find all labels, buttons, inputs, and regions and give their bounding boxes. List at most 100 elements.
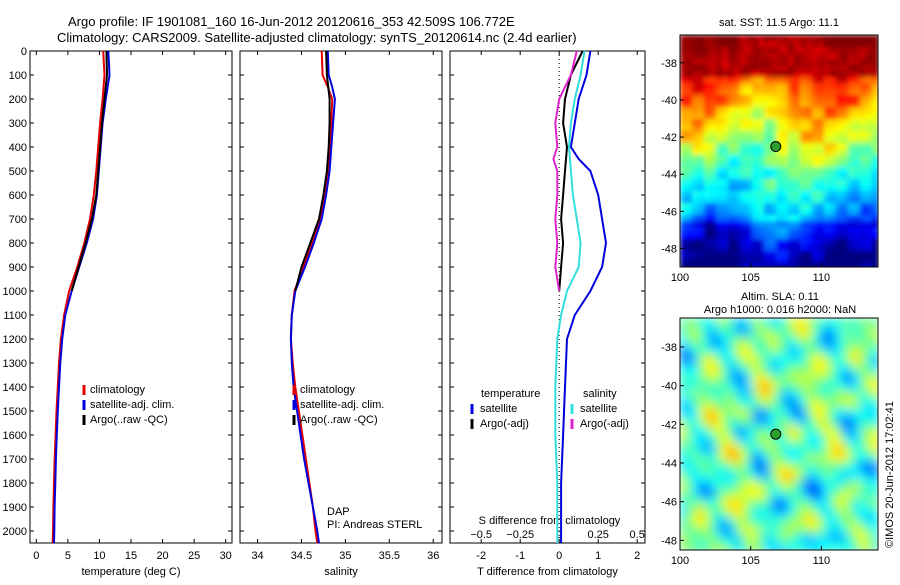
sst-cell: [752, 131, 759, 138]
sla-cell: [854, 546, 861, 550]
sla-cell: [740, 504, 747, 511]
sla-cell: [782, 372, 789, 379]
sla-cell: [770, 420, 777, 427]
sla-cell: [686, 450, 693, 457]
sst-cell: [782, 143, 789, 150]
sst-cell: [776, 209, 783, 216]
difference-xlabel: T difference from climatology: [477, 566, 618, 578]
sst-cell: [806, 131, 813, 138]
sst-cell: [860, 245, 867, 252]
sla-cell: [782, 450, 789, 457]
sst-cell: [728, 131, 735, 138]
sst-cell: [806, 113, 813, 120]
sst-cell: [872, 125, 878, 132]
sst-cell: [740, 179, 747, 186]
sla-cell: [686, 420, 693, 427]
sla-cell: [704, 522, 711, 529]
sst-cell: [722, 89, 729, 96]
sla-cell: [722, 528, 729, 535]
sst-cell: [782, 41, 789, 48]
sst-cell: [770, 233, 777, 240]
sla-cell: [752, 438, 759, 445]
sla-cell: [746, 390, 753, 397]
sla-cell: [788, 438, 795, 445]
sla-cell: [698, 360, 705, 367]
sla-cell: [752, 492, 759, 499]
sla-cell: [806, 342, 813, 349]
sst-cell: [866, 71, 873, 78]
sla-cell: [698, 504, 705, 511]
sla-cell: [740, 330, 747, 337]
sst-cell: [704, 41, 711, 48]
sla-cell: [692, 318, 699, 325]
sla-cell: [776, 366, 783, 373]
sla-cell: [680, 330, 687, 337]
sla-cell: [704, 378, 711, 385]
sst-cell: [830, 77, 837, 84]
sst-cell: [680, 233, 687, 240]
sst-cell: [854, 47, 861, 54]
sst-cell: [740, 131, 747, 138]
sst-cell: [776, 131, 783, 138]
sla-cell: [680, 354, 687, 361]
sst-cell: [728, 83, 735, 90]
sst-cell: [680, 173, 687, 180]
sst-cell: [764, 227, 771, 234]
sla-cell: [698, 480, 705, 487]
sla-cell: [686, 372, 693, 379]
sla-cell: [812, 438, 819, 445]
sla-cell: [788, 378, 795, 385]
sst-cell: [842, 149, 849, 156]
sla-cell: [734, 348, 741, 355]
sst-cell: [752, 125, 759, 132]
sla-cell: [818, 528, 825, 535]
sla-cell: [680, 372, 687, 379]
sla-cell: [716, 456, 723, 463]
sst-cell: [764, 47, 771, 54]
sst-cell: [752, 47, 759, 54]
sst-cell: [710, 143, 717, 150]
sla-cell: [830, 396, 837, 403]
sst-cell: [830, 101, 837, 108]
sst-cell: [836, 251, 843, 258]
sla-cell: [704, 408, 711, 415]
sst-cell: [836, 203, 843, 210]
sla-cell: [746, 408, 753, 415]
sla-cell: [788, 546, 795, 550]
sla-cell: [812, 510, 819, 517]
sla-cell: [830, 318, 837, 325]
sla-cell: [692, 474, 699, 481]
sla-cell: [836, 336, 843, 343]
sst-cell: [770, 167, 777, 174]
sst-cell: [734, 209, 741, 216]
sla-cell: [770, 498, 777, 505]
sla-cell: [764, 372, 771, 379]
sla-cell: [866, 492, 873, 499]
sla-cell: [788, 360, 795, 367]
sst-cell: [836, 131, 843, 138]
sla-cell: [722, 456, 729, 463]
sst-cell: [698, 89, 705, 96]
sla-cell: [776, 360, 783, 367]
sla-cell: [854, 354, 861, 361]
sla-cell: [794, 480, 801, 487]
sla-cell: [752, 324, 759, 331]
sst-cell: [698, 251, 705, 258]
sst-cell: [830, 185, 837, 192]
sla-cell: [806, 366, 813, 373]
sla-cell: [740, 342, 747, 349]
sla-cell: [764, 324, 771, 331]
sst-cell: [680, 179, 687, 186]
sla-cell: [842, 384, 849, 391]
sla-cell: [680, 468, 687, 475]
sst-cell: [812, 125, 819, 132]
sst-cell: [728, 239, 735, 246]
sla-cell: [848, 408, 855, 415]
sst-cell: [848, 53, 855, 60]
sst-cell: [722, 83, 729, 90]
sst-cell: [872, 107, 878, 114]
sla-cell: [782, 444, 789, 451]
sla-cell: [770, 462, 777, 469]
sla-cell: [758, 378, 765, 385]
sla-cell: [866, 354, 873, 361]
